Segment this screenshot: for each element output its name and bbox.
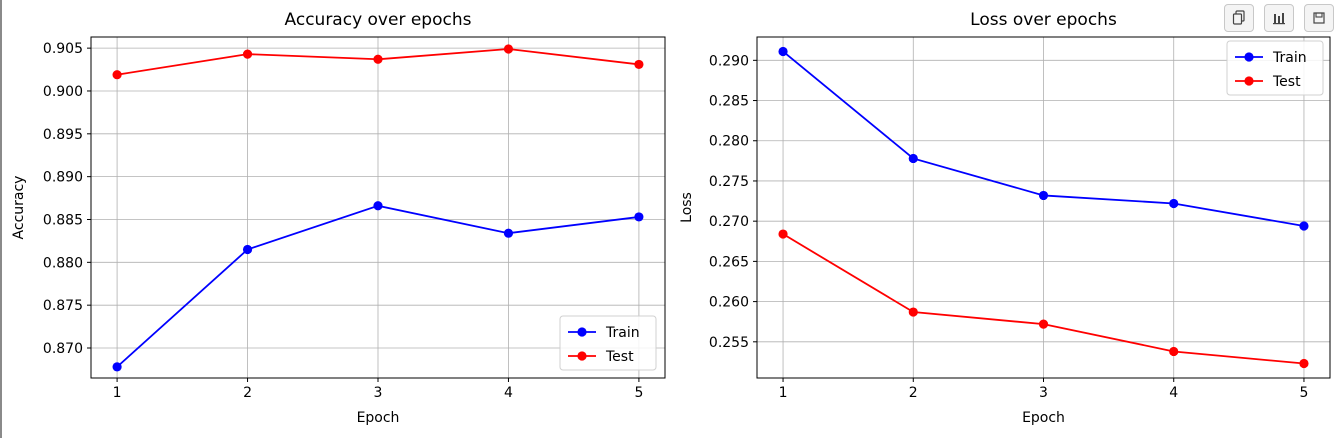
data-point-train [908, 153, 918, 164]
data-point-test [242, 49, 253, 59]
x-tick-label: 5 [1299, 385, 1308, 401]
y-axis-label: Loss [679, 192, 695, 223]
y-tick-label: 0.270 [709, 214, 749, 230]
legend-marker [577, 351, 587, 361]
y-tick-label: 0.875 [43, 298, 83, 314]
window-edge [0, 0, 2, 438]
y-tick-label: 0.895 [43, 127, 83, 143]
legend-label-test: Test [1272, 74, 1301, 90]
legend: Train Test [1226, 40, 1324, 96]
copy-icon [1232, 10, 1245, 25]
y-tick-label: 0.905 [43, 41, 83, 57]
data-point-test [503, 44, 514, 54]
chart-button[interactable] [1264, 4, 1294, 32]
x-tick-label: 5 [634, 385, 643, 401]
x-tick-label: 3 [374, 385, 383, 401]
data-point-test [112, 70, 122, 80]
y-axis-label: Accuracy [11, 176, 27, 240]
y-tick-label: 0.265 [709, 254, 749, 270]
legend-marker [1244, 76, 1254, 86]
legend-marker [577, 327, 587, 337]
y-tick-label: 0.880 [43, 255, 83, 271]
y-tick-label: 0.870 [43, 341, 83, 357]
data-point-train [242, 244, 253, 255]
chart-title: Accuracy over epochs [285, 10, 472, 30]
data-point-train [112, 362, 122, 372]
y-tick-label: 0.290 [709, 53, 749, 69]
figure-toolbar [1224, 4, 1334, 32]
chart-accuracy: 1 2 3 4 5 0.870 0.875 0.880 0.885 0.890 0.895 0.900… [11, 10, 666, 426]
x-tick-label: 1 [113, 385, 122, 401]
x-tick-label: 4 [504, 385, 513, 401]
y-tick-label: 0.900 [43, 84, 83, 100]
x-tick-label: 3 [1039, 385, 1048, 401]
data-point-test [908, 307, 918, 317]
legend-label-train: Train [1272, 50, 1307, 66]
data-point-test [1169, 346, 1179, 357]
x-axis-label: Epoch [357, 410, 400, 426]
x-tick-label: 4 [1169, 385, 1178, 401]
x-axis-label: Epoch [1022, 410, 1065, 426]
y-tick-label: 0.890 [43, 170, 83, 186]
data-point-test [634, 59, 644, 70]
save-icon [1313, 12, 1325, 24]
data-point-train [1299, 221, 1309, 231]
y-tick-label: 0.260 [709, 295, 749, 311]
chart-title: Loss over epochs [970, 10, 1117, 30]
x-tick-label: 2 [909, 385, 918, 401]
data-point-test [1038, 319, 1049, 329]
data-point-test [778, 229, 788, 239]
copy-button[interactable] [1224, 4, 1254, 32]
y-tick-label: 0.275 [709, 174, 749, 190]
data-point-train [503, 228, 514, 238]
legend-label-train: Train [605, 325, 640, 341]
data-point-train [1038, 190, 1049, 201]
x-tick-label: 1 [779, 385, 788, 401]
x-tick-label: 2 [243, 385, 252, 401]
legend: Train Test [559, 315, 657, 371]
legend-label-test: Test [605, 349, 634, 365]
save-button[interactable] [1304, 4, 1334, 32]
legend-marker [1244, 52, 1254, 62]
data-point-train [778, 46, 788, 57]
data-point-train [634, 212, 644, 222]
chart-loss: 1 2 3 4 5 0.255 0.260 0.265 0.270 0.275 0.280 0.285… [679, 10, 1331, 426]
data-point-test [1299, 358, 1309, 369]
data-point-train [373, 201, 383, 211]
bar-chart-icon [1273, 13, 1285, 25]
y-tick-label: 0.285 [709, 94, 749, 110]
data-point-train [1169, 198, 1179, 209]
y-tick-label: 0.280 [709, 134, 749, 150]
y-tick-label: 0.255 [709, 335, 749, 351]
y-tick-label: 0.885 [43, 212, 83, 228]
data-point-test [373, 54, 383, 64]
